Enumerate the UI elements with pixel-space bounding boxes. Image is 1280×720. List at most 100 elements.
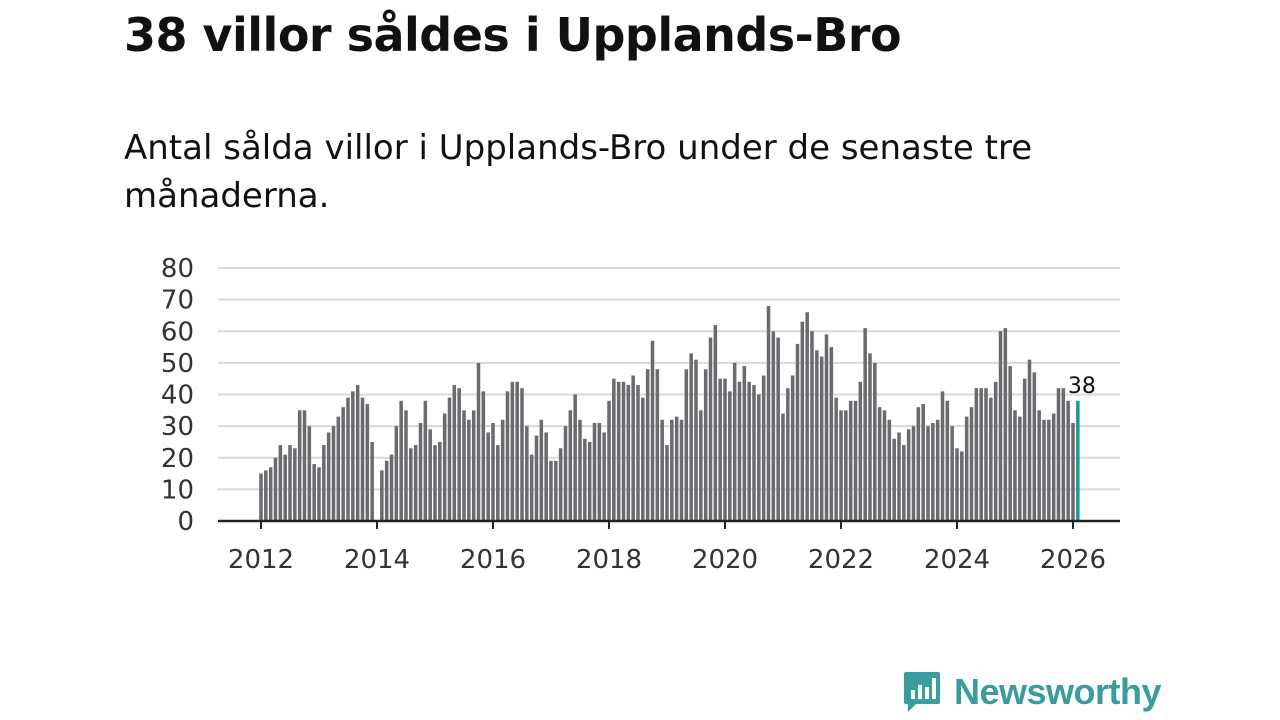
highlight-value-label: 38 [1068,374,1096,399]
bar [331,426,336,522]
y-tick-label: 20 [161,444,194,474]
bar [360,397,365,521]
bar [452,385,457,521]
bar [578,419,582,521]
bars [259,305,1080,522]
chart-title: 38 villor såldes i Upplands-Bro [124,8,902,62]
bar [268,467,273,521]
bar [515,381,519,521]
bar [409,448,413,521]
bar [873,362,877,522]
bar [824,334,829,521]
bar [679,419,684,521]
bar [641,397,645,521]
y-tick-label: 0 [177,507,194,537]
bar [259,473,263,521]
bar [476,362,481,522]
bar [926,426,930,522]
x-tick-label: 2022 [808,545,874,575]
brand: Newsworthy [902,668,1162,716]
bar [950,426,954,522]
bar [897,432,901,521]
bar [597,422,602,521]
bar [810,331,814,521]
bar [558,448,563,521]
bar [491,422,495,521]
bar [621,381,626,521]
bar [380,470,384,521]
bar [877,407,882,521]
bar [496,445,500,521]
bar [645,369,650,521]
bar [776,337,780,521]
bar [573,394,577,521]
bar [326,432,331,521]
bar [583,438,587,521]
bar [752,385,756,521]
bar [761,375,766,521]
bar [969,407,974,521]
bar [1032,372,1037,521]
bar [399,400,403,521]
bar [467,419,471,521]
bar [728,391,732,521]
bar [447,397,452,521]
bar [718,378,722,521]
bar [781,413,785,521]
bar [336,416,341,521]
bar [906,429,911,521]
bar [1008,366,1012,521]
y-tick-label: 10 [161,475,194,505]
bar-highlight [1076,400,1080,521]
bar [602,432,606,521]
bar [723,378,727,521]
bar [264,470,268,521]
bar [998,331,1003,521]
bar [462,410,466,521]
bar [607,400,611,521]
bar [655,369,660,521]
bar [757,394,761,521]
bar [940,391,945,521]
bar [800,321,805,521]
bar [471,410,476,521]
bar [302,410,307,521]
bar [887,419,892,521]
bar [1042,419,1046,521]
bar [766,305,771,521]
bar [742,366,747,521]
y-tick-label: 70 [161,286,194,316]
newsworthy-logo-icon [904,672,940,712]
bar [665,445,669,521]
bar [829,347,834,521]
bar [433,445,437,521]
x-tick-label: 2024 [924,545,990,575]
bar [563,426,568,522]
bar [1066,400,1070,521]
bar [670,419,674,521]
chart-subtitle: Antal sålda villor i Upplands-Bro under … [124,128,1033,216]
bar [394,426,399,522]
bar [771,331,776,521]
bar [911,426,916,522]
bar [1037,410,1041,521]
bar [984,388,988,521]
y-tick-label: 80 [161,254,194,284]
bar [703,369,708,521]
bar [689,353,693,521]
bar [520,388,524,521]
bar [293,448,297,521]
bar [848,400,853,521]
bar [413,445,418,521]
bar [844,410,848,521]
y-tick-label: 30 [161,412,194,442]
bar [278,445,283,521]
bar [1047,419,1051,521]
bar [737,381,742,521]
bar [931,422,935,521]
bar [786,388,790,521]
bar [592,422,597,521]
bar [554,460,558,521]
x-tick-label: 2026 [1040,545,1106,575]
